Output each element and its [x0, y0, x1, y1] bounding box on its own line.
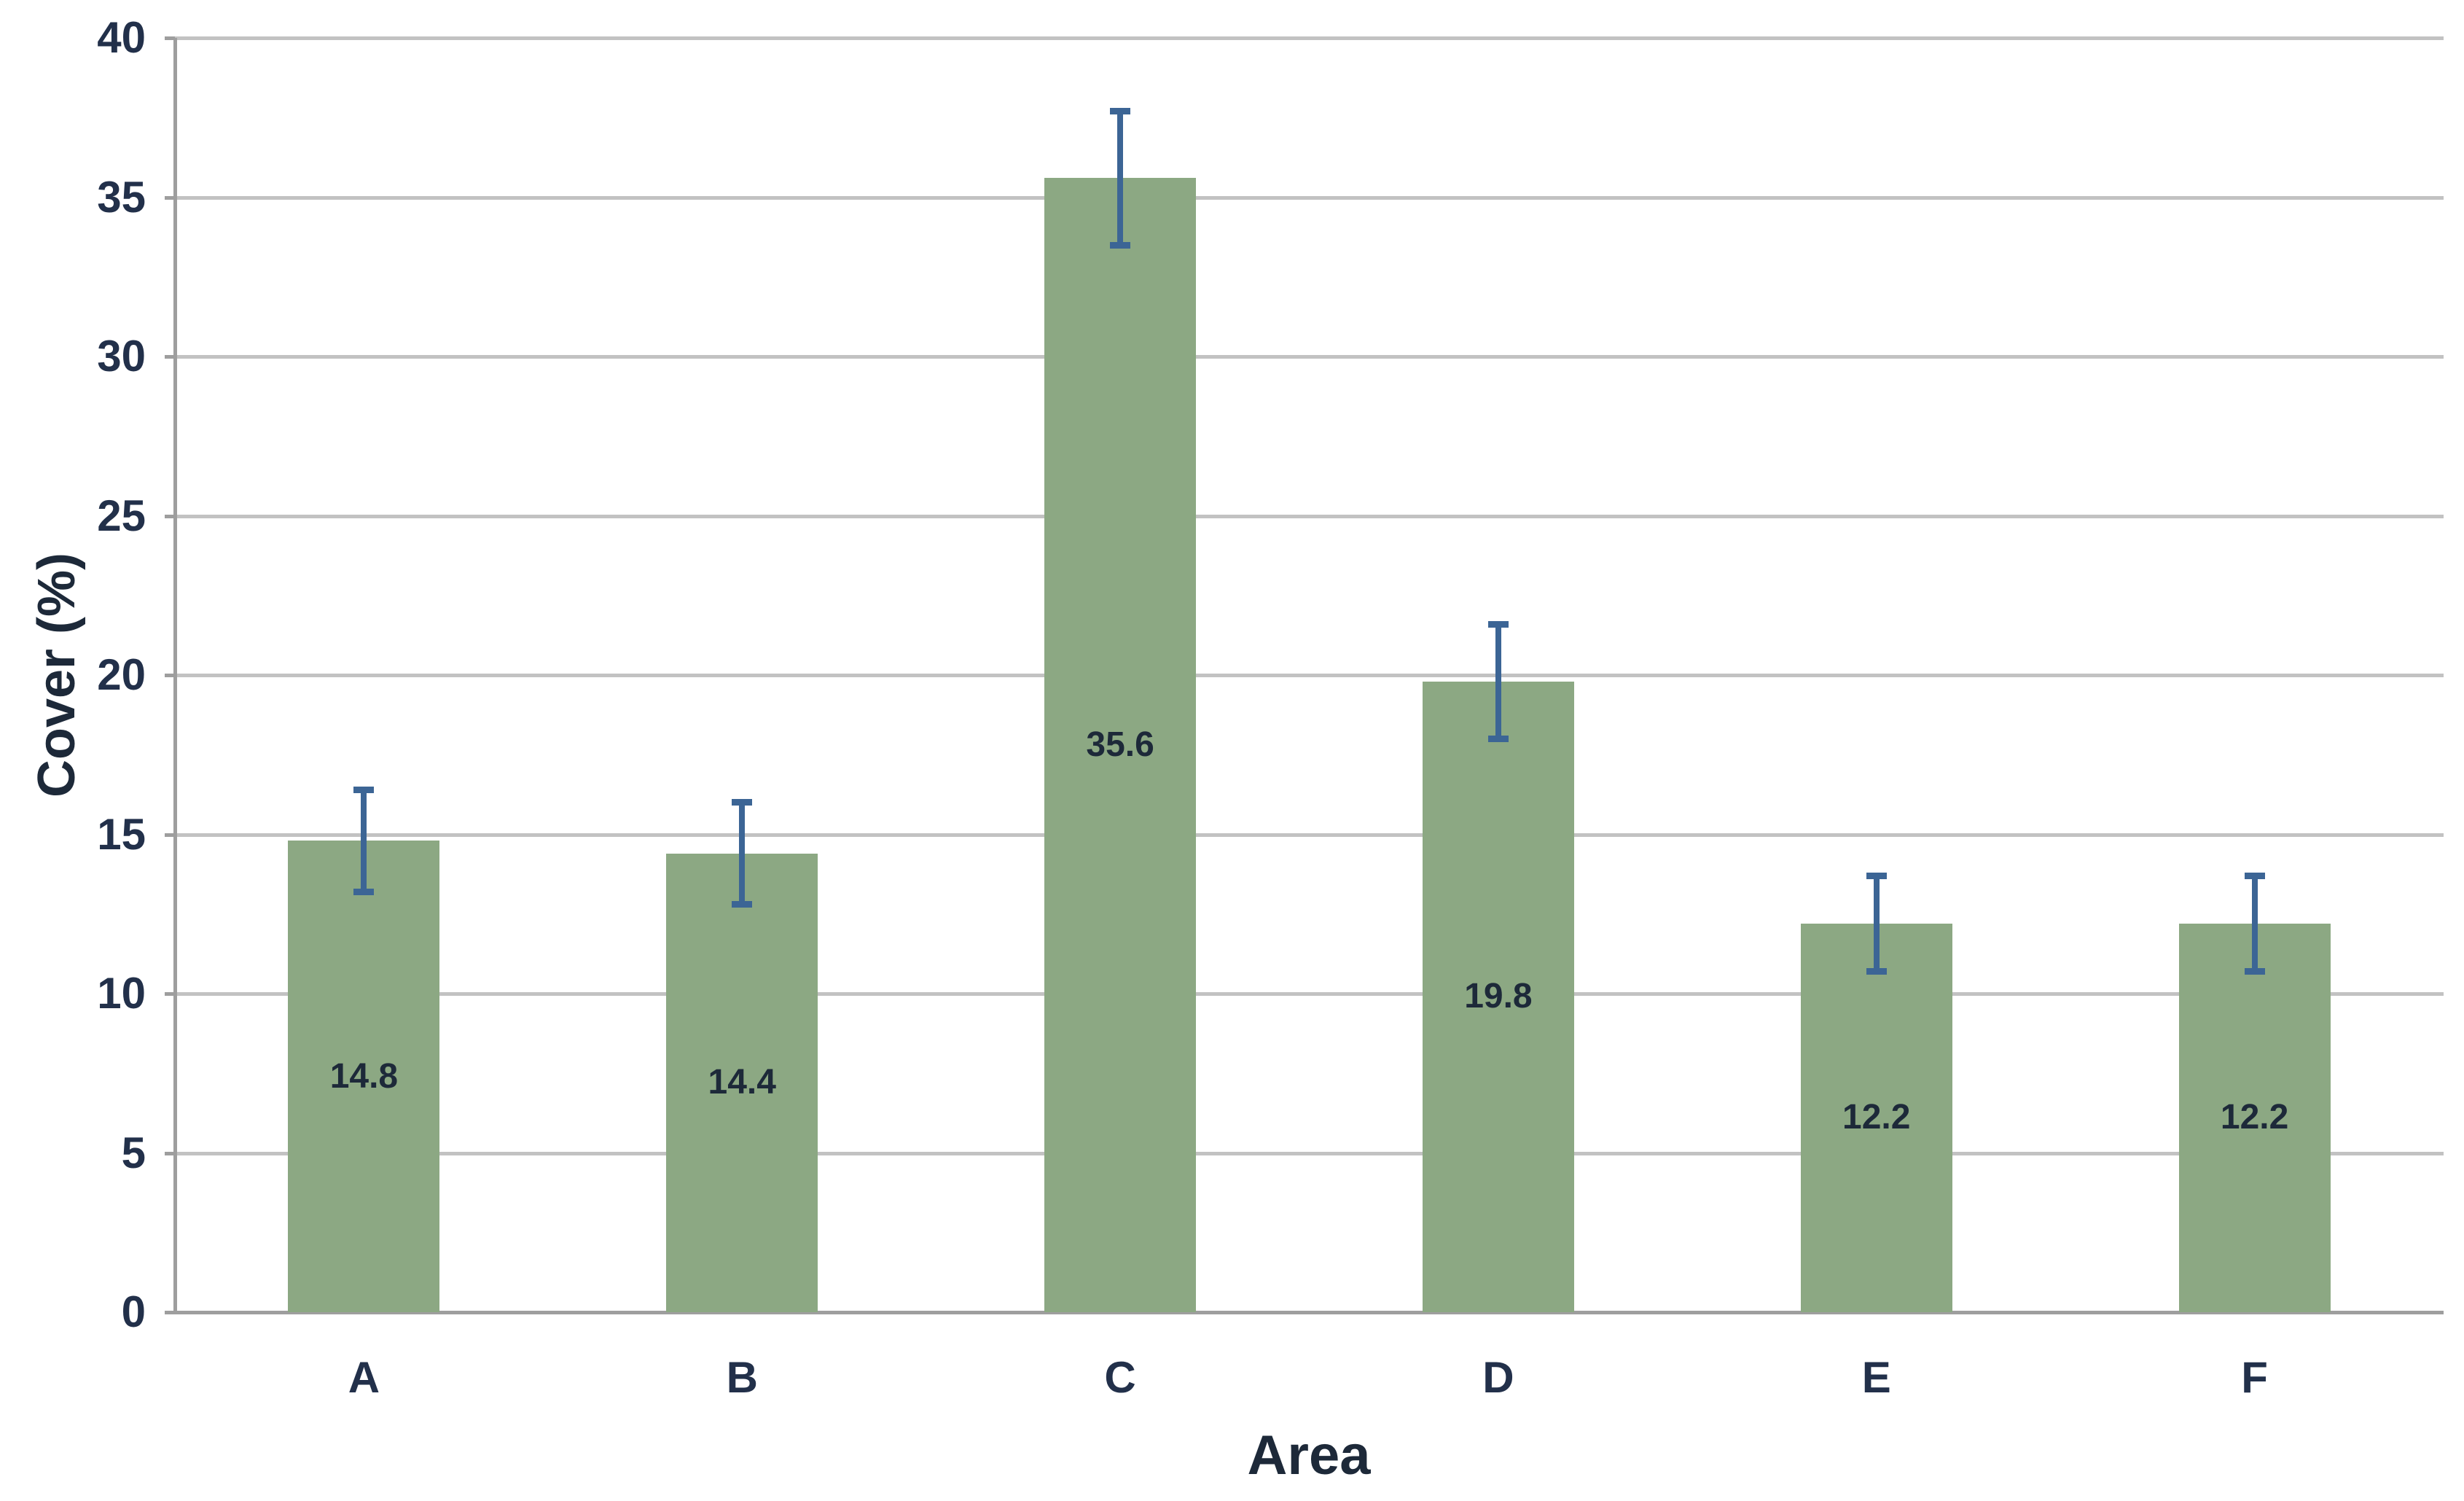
plot-area: [175, 36, 2444, 1312]
y-axis-tick: [165, 195, 175, 200]
bar-B: [666, 853, 818, 1312]
error-bar-cap: [353, 786, 375, 793]
y-axis-tick: [165, 833, 175, 837]
y-tick-label: 40: [97, 13, 146, 62]
x-category-label: A: [348, 1353, 380, 1402]
y-tick-label: 10: [97, 969, 146, 1018]
error-bar-cap: [2244, 872, 2265, 879]
bar-value-label: 12.2: [1842, 1098, 1911, 1137]
y-axis-tick: [165, 992, 175, 996]
gridline: [175, 36, 2444, 40]
error-bar-cap: [732, 901, 753, 908]
error-bar-cap: [1110, 241, 1131, 249]
y-tick-label: 15: [97, 809, 146, 859]
gridline: [175, 992, 2444, 996]
y-tick-label: 0: [121, 1287, 146, 1336]
error-bar-cap: [1866, 872, 1887, 879]
error-bar-cap: [732, 799, 753, 806]
x-axis-title: Area: [1247, 1424, 1371, 1486]
error-bar-stem: [1495, 624, 1501, 739]
x-axis-line: [175, 1311, 2444, 1314]
bar-value-label: 19.8: [1464, 977, 1533, 1016]
x-category-label: F: [2241, 1353, 2268, 1402]
bar-value-label: 35.6: [1086, 725, 1154, 765]
gridline: [175, 1151, 2444, 1155]
error-bar-cap: [1866, 967, 1887, 975]
y-axis-tick: [165, 36, 175, 40]
y-tick-label: 30: [97, 332, 146, 381]
error-bar-cap: [1487, 735, 1509, 742]
gridline: [175, 355, 2444, 359]
x-category-label: D: [1482, 1353, 1514, 1402]
y-axis-line: [173, 38, 177, 1312]
error-bar-stem: [2251, 876, 2258, 972]
y-tick-label: 20: [97, 650, 146, 699]
x-category-label: B: [726, 1353, 758, 1402]
error-bar-cap: [1110, 108, 1131, 114]
error-bar-cap: [1487, 620, 1509, 628]
y-axis-tick: [165, 674, 175, 677]
bar-D: [1422, 681, 1574, 1312]
gridline: [175, 514, 2444, 518]
x-category-label: C: [1104, 1353, 1136, 1402]
bar-E: [1800, 923, 1952, 1312]
gridline: [175, 833, 2444, 837]
x-category-label: E: [1861, 1353, 1891, 1402]
bar-F: [2178, 923, 2331, 1312]
error-bar-stem: [739, 802, 746, 905]
y-tick-label: 5: [121, 1128, 146, 1177]
error-bar-stem: [361, 790, 367, 892]
bar-value-label: 12.2: [2220, 1098, 2289, 1137]
error-bar-cap: [2244, 967, 2265, 975]
error-bar-stem: [1117, 111, 1124, 246]
y-tick-label: 25: [97, 491, 146, 540]
y-axis-tick: [165, 1151, 175, 1155]
bar-A: [288, 841, 440, 1312]
bar-value-label: 14.4: [708, 1063, 776, 1102]
y-axis-tick: [165, 355, 175, 359]
gridline: [175, 195, 2444, 200]
gridline: [175, 674, 2444, 677]
bar-C: [1044, 178, 1197, 1312]
y-axis-tick: [165, 514, 175, 518]
error-bar-stem: [1873, 876, 1880, 972]
bar-value-label: 14.8: [329, 1056, 399, 1096]
y-axis-tick: [165, 1311, 175, 1314]
y-tick-label: 35: [97, 172, 146, 222]
error-bar-cap: [353, 888, 375, 895]
